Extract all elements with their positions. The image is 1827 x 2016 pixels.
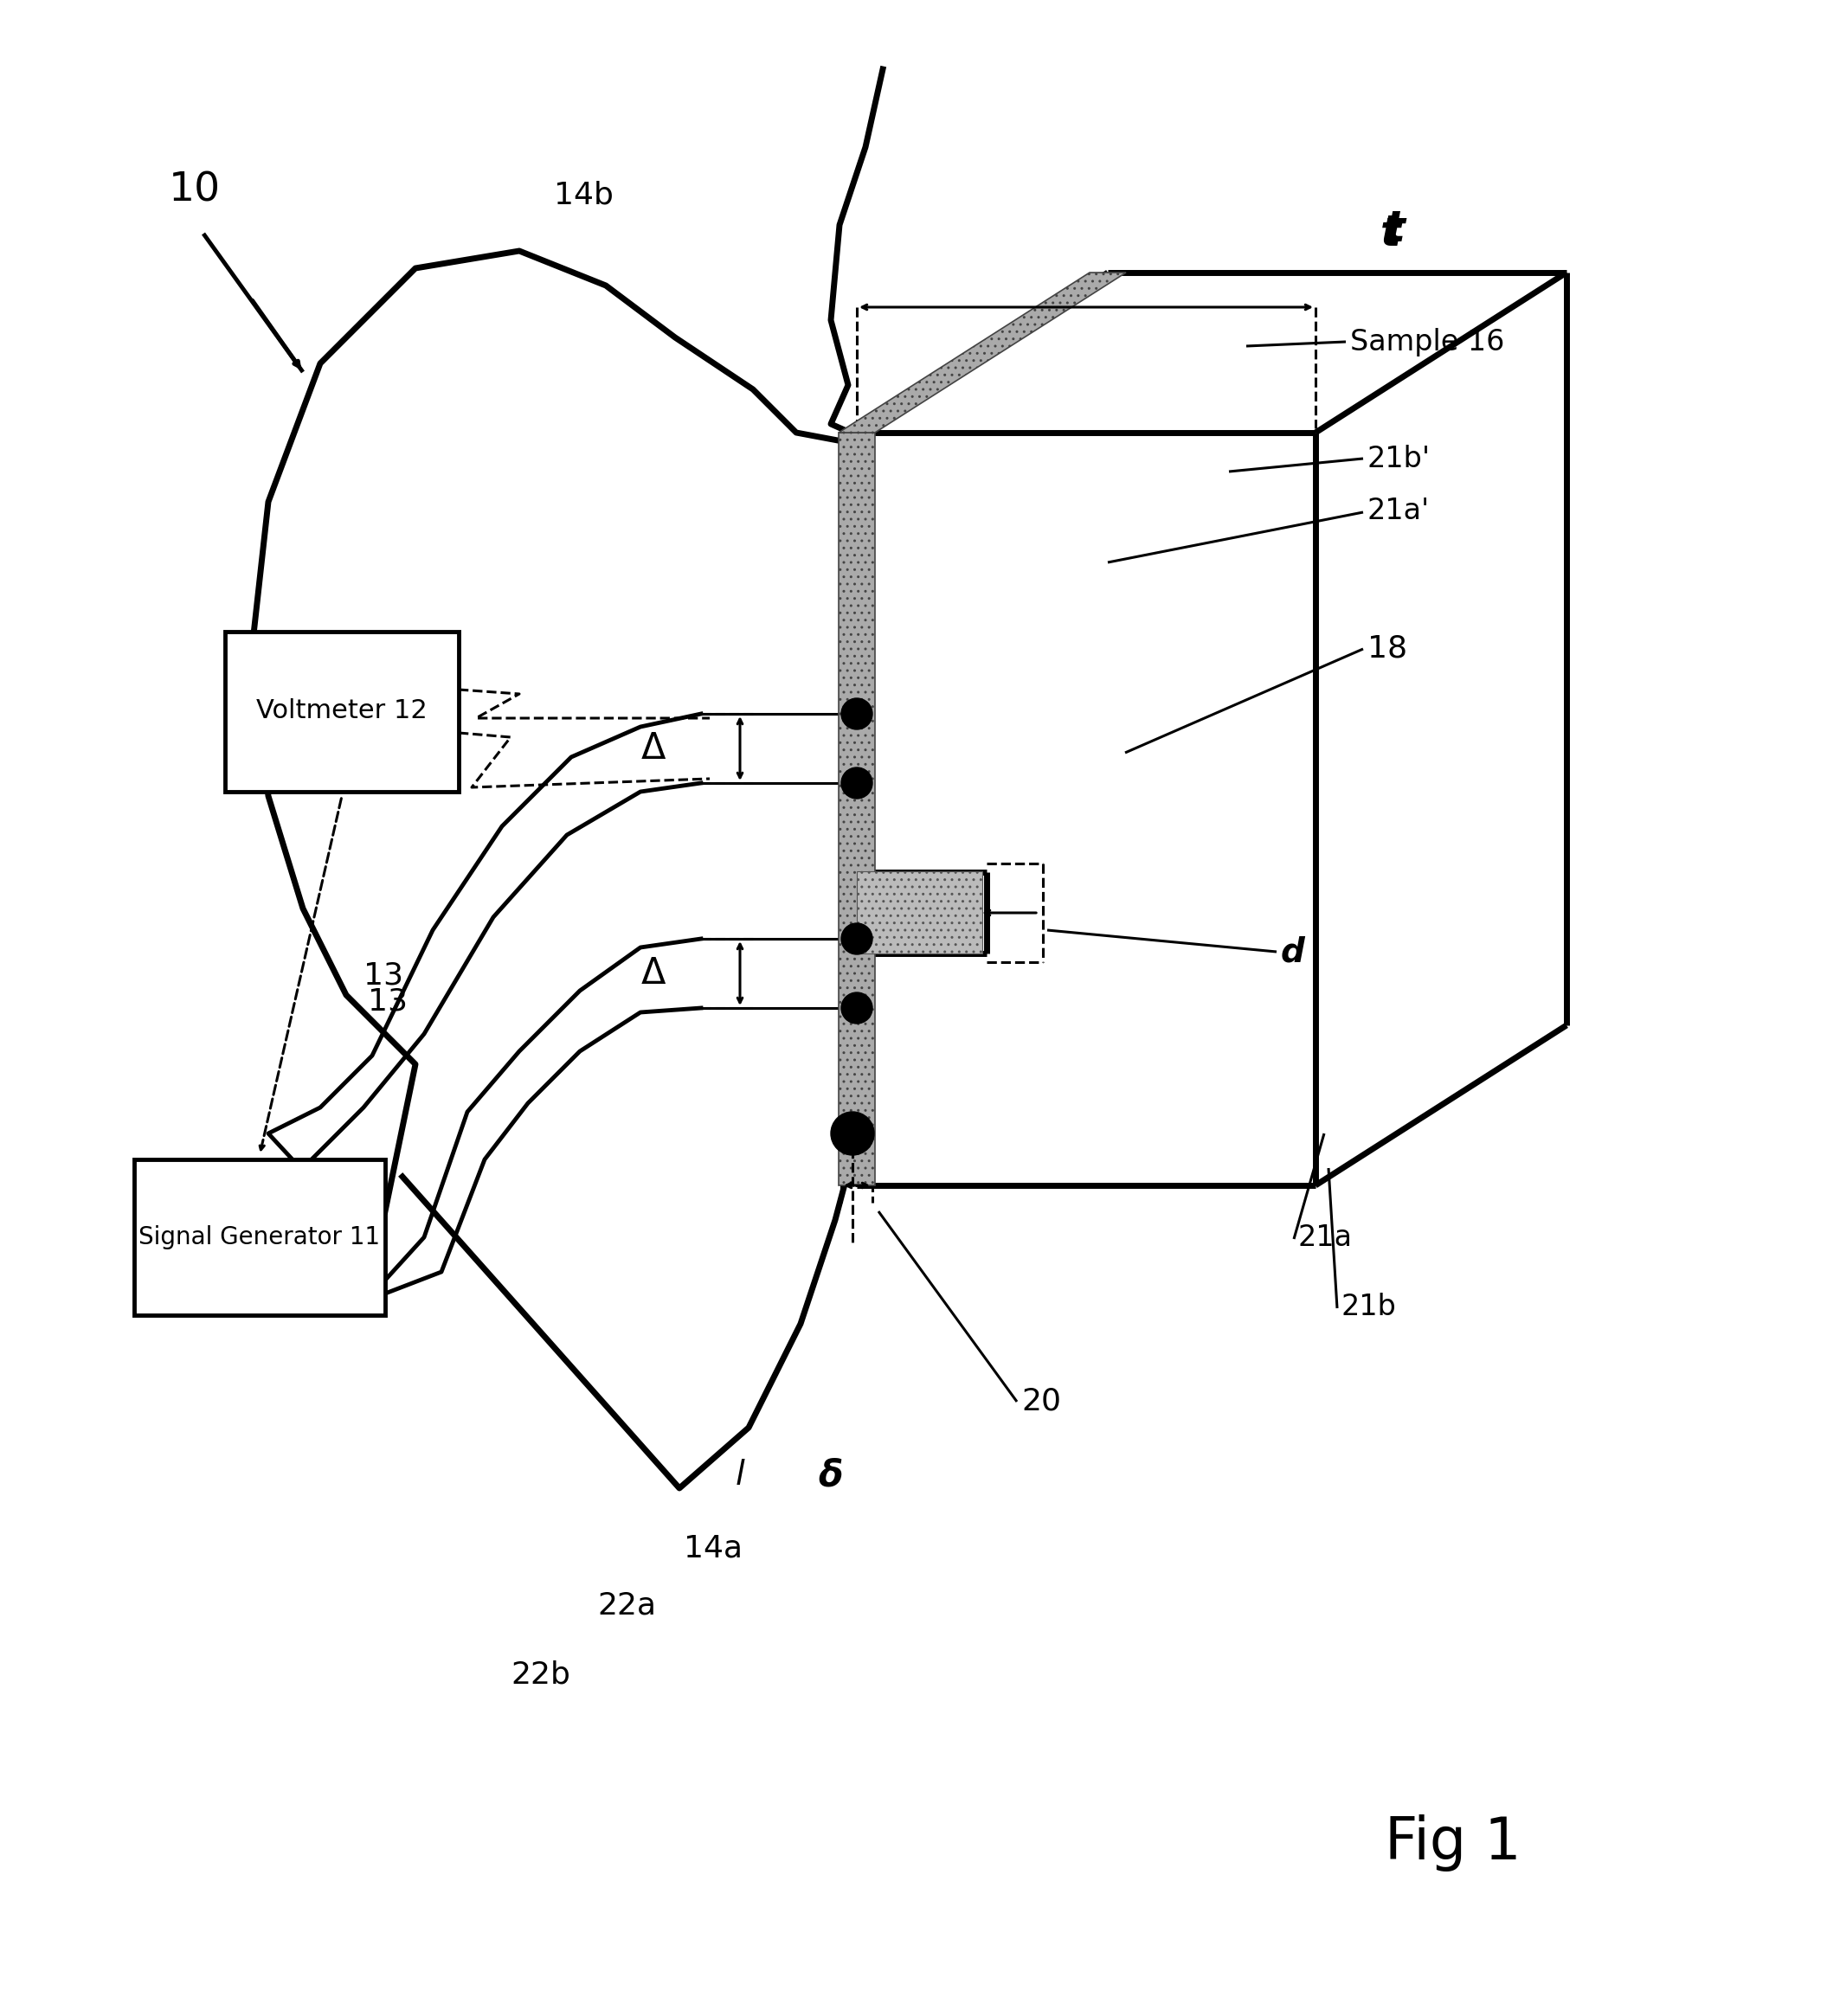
Text: t: t	[1385, 208, 1405, 250]
Text: t: t	[1381, 214, 1401, 254]
Text: 21b': 21b'	[1367, 444, 1431, 474]
Text: Signal Generator 11: Signal Generator 11	[139, 1226, 380, 1250]
Polygon shape	[839, 272, 1125, 433]
Circle shape	[840, 698, 871, 730]
Text: 21a': 21a'	[1367, 496, 1431, 524]
Bar	[225, 631, 459, 792]
Text: 22b: 22b	[510, 1659, 570, 1689]
Text: Sample 16: Sample 16	[1350, 327, 1504, 357]
Text: 20: 20	[1021, 1387, 1061, 1417]
Text: 10: 10	[168, 171, 221, 210]
Text: 22a: 22a	[597, 1591, 656, 1619]
Text: d: d	[1281, 935, 1304, 968]
Text: 13: 13	[364, 960, 404, 990]
Bar	[839, 433, 875, 1185]
Text: δ: δ	[818, 1458, 844, 1494]
Text: Fig 1: Fig 1	[1385, 1814, 1522, 1871]
Text: l: l	[734, 1460, 745, 1492]
Circle shape	[840, 992, 871, 1024]
Text: 13: 13	[367, 986, 407, 1016]
Text: 21a: 21a	[1299, 1224, 1352, 1252]
Text: Δ: Δ	[641, 956, 665, 992]
Circle shape	[840, 923, 871, 954]
Text: 14a: 14a	[683, 1534, 742, 1564]
Circle shape	[840, 768, 871, 798]
Bar	[857, 871, 983, 954]
Bar	[133, 1159, 385, 1314]
Circle shape	[831, 1113, 873, 1155]
Text: 21b: 21b	[1341, 1292, 1398, 1320]
Text: Voltmeter 12: Voltmeter 12	[256, 700, 428, 724]
Text: 14b: 14b	[554, 179, 614, 210]
Text: Δ: Δ	[641, 730, 665, 766]
Text: 18: 18	[1367, 635, 1407, 663]
